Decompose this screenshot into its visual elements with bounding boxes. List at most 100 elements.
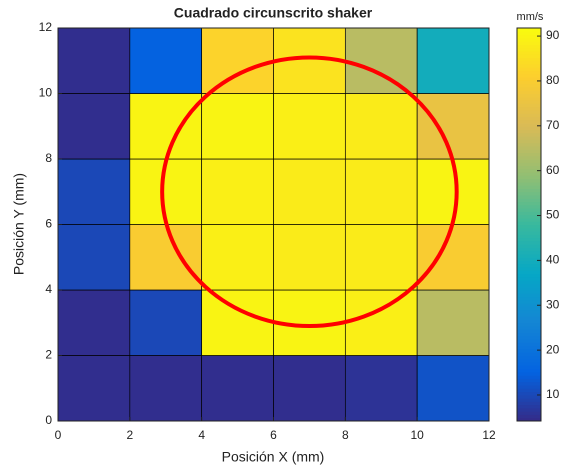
heatmap-cell xyxy=(201,355,274,422)
colorbar-segment xyxy=(517,257,541,262)
colorbar-segment xyxy=(517,116,541,121)
colorbar-segment xyxy=(517,188,541,193)
colorbar-segment xyxy=(517,93,541,98)
colorbar-segment xyxy=(517,67,541,72)
x-tick-label: 10 xyxy=(410,428,424,442)
colorbar-segment xyxy=(517,152,541,157)
colorbar-segment xyxy=(517,149,541,153)
y-tick-label: 2 xyxy=(45,348,52,362)
colorbar-segment xyxy=(517,175,541,180)
colorbar-segment xyxy=(517,381,541,386)
colorbar-segment xyxy=(517,168,541,173)
colorbar-segment xyxy=(517,312,541,317)
colorbar-segment xyxy=(517,388,541,393)
colorbar-segment xyxy=(517,240,541,245)
colorbar-tick-label: 20 xyxy=(546,342,560,356)
heatmap-cell xyxy=(273,158,346,225)
colorbar-segment xyxy=(517,309,541,314)
colorbar-tick-label: 10 xyxy=(546,387,560,401)
colorbar-segment xyxy=(517,204,541,209)
heatmap-cell xyxy=(129,355,203,422)
colorbar-segment xyxy=(517,34,541,39)
colorbar-segment xyxy=(517,214,541,219)
colorbar-segment xyxy=(517,221,541,225)
colorbar-tick-label: 70 xyxy=(546,118,560,132)
colorbar-segment xyxy=(517,37,541,42)
colorbar-segment xyxy=(517,414,541,419)
colorbar-segment xyxy=(517,231,541,235)
heatmap-cell xyxy=(344,158,418,225)
colorbar-segment xyxy=(517,142,541,147)
colorbar-tick-label: 90 xyxy=(546,28,560,42)
colorbar-segment xyxy=(517,280,541,284)
colorbar-segment xyxy=(517,326,541,330)
colorbar-segment xyxy=(517,224,541,229)
colorbar-segment xyxy=(517,417,541,422)
colorbar-segment xyxy=(517,368,541,373)
heatmap-cell xyxy=(129,27,203,94)
colorbar-segment xyxy=(517,172,541,176)
colorbar-segment xyxy=(517,299,541,304)
y-tick-label: 12 xyxy=(39,20,53,34)
y-tick-label: 6 xyxy=(45,217,52,231)
colorbar-segment xyxy=(517,391,541,396)
colorbar-segment xyxy=(517,86,541,91)
colorbar-segment xyxy=(517,253,541,258)
colorbar-segment xyxy=(517,165,541,170)
colorbar-segment xyxy=(517,293,541,298)
colorbar-segment xyxy=(517,398,541,402)
colorbar-segment xyxy=(517,306,541,311)
colorbar-segment xyxy=(517,57,541,62)
colorbar-segment xyxy=(517,319,541,324)
colorbar-segment xyxy=(517,348,541,353)
colorbar-frame xyxy=(516,27,542,422)
y-tick-label: 4 xyxy=(45,282,52,296)
heatmap-cell xyxy=(201,224,274,291)
colorbar-segment xyxy=(517,83,541,88)
x-tick-label: 6 xyxy=(270,428,277,442)
colorbar-segment xyxy=(517,411,541,415)
heatmap-cell xyxy=(57,224,131,291)
colorbar-segment xyxy=(517,234,541,239)
colorbar-segment xyxy=(517,109,541,114)
colorbar-segment xyxy=(517,211,541,216)
colorbar-segment xyxy=(517,129,541,134)
heatmap-cell xyxy=(57,93,131,160)
colorbar-segment xyxy=(517,73,541,78)
colorbar-segment xyxy=(517,50,541,55)
colorbar-segment xyxy=(517,185,541,189)
y-tick-label: 0 xyxy=(45,413,52,427)
colorbar-segment xyxy=(517,41,541,45)
colorbar-segment xyxy=(517,44,541,49)
colorbar-segment xyxy=(517,384,541,389)
heatmap-cell xyxy=(273,93,346,160)
x-axis-label: Posición X (mm) xyxy=(222,449,325,465)
y-axis-label: Posición Y (mm) xyxy=(11,173,27,275)
colorbar-segment xyxy=(517,145,541,150)
heatmap-cell xyxy=(416,289,490,356)
colorbar-segment xyxy=(517,371,541,376)
x-tick-label: 2 xyxy=(126,428,133,442)
colorbar-segment xyxy=(517,96,541,101)
colorbar-segment xyxy=(517,103,541,108)
colorbar-segment xyxy=(517,329,541,334)
colorbar-segment xyxy=(517,139,541,144)
colorbar-segment xyxy=(517,191,541,196)
colorbar-segment xyxy=(517,267,541,271)
heatmap-cell xyxy=(344,224,418,291)
colorbar-segment xyxy=(517,335,541,340)
colorbar-segment xyxy=(517,339,541,343)
x-tick-label: 0 xyxy=(55,428,62,442)
colorbar-segment xyxy=(517,247,541,252)
colorbar-segment xyxy=(517,237,541,242)
heatmap-cell xyxy=(416,355,490,422)
colorbar-segment xyxy=(517,54,541,58)
heatmap-cell xyxy=(416,93,490,160)
colorbar-segment xyxy=(517,31,541,36)
heatmap-cell xyxy=(129,224,203,291)
heatmap-cell xyxy=(57,158,131,225)
colorbar-segment xyxy=(517,345,541,350)
colorbar-segment xyxy=(517,132,541,137)
heatmap-cell xyxy=(344,355,418,422)
